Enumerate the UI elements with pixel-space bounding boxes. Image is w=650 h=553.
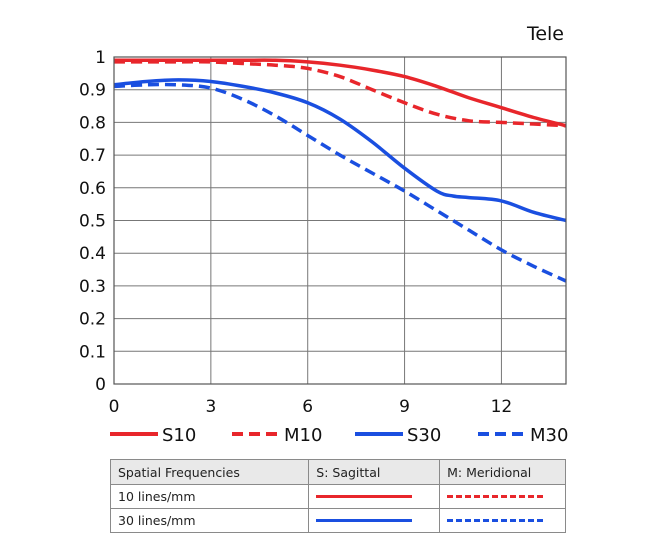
- legend-label: S30: [407, 425, 441, 446]
- y-tick-label: 1: [95, 48, 106, 68]
- x-tick-label: 9: [399, 397, 410, 417]
- sagittal-10-swatch: [316, 495, 413, 498]
- key-row-label: 30 lines/mm: [109, 508, 310, 533]
- header-spatial-frequencies: Spatial Frequencies: [109, 459, 310, 485]
- y-tick-label: 0.4: [79, 244, 106, 264]
- y-tick-label: 0: [95, 375, 106, 395]
- series-line-s10: [113, 58, 567, 128]
- y-tick-label: 0.7: [79, 146, 106, 166]
- series-line-m10: [113, 60, 567, 128]
- meridional-30-swatch: [447, 519, 544, 522]
- y-tick-label: 0.5: [79, 212, 106, 232]
- legend-label: M30: [530, 425, 568, 446]
- meridional-10-swatch: [447, 495, 544, 498]
- mtf-chart: 0 0.1 0.2 0.3 0.4 0.5 0.6 0.7 0.8 0.9 1 0 3 6 9 12 Tel…: [79, 23, 568, 446]
- y-tick-label: 0.8: [79, 113, 106, 133]
- x-tick-label: 12: [491, 397, 513, 417]
- x-tick-label: 6: [302, 397, 313, 417]
- key-row-10: 10 lines/mm: [109, 484, 566, 509]
- legend-label: M10: [284, 425, 322, 446]
- series-lines: [113, 58, 567, 283]
- chart-title: Tele: [526, 23, 564, 45]
- legend: S10 M10 S30 M30: [110, 425, 568, 446]
- series-line-s30: [113, 78, 567, 223]
- x-tick-labels: 0 3 6 9 12: [109, 397, 513, 417]
- sagittal-30-swatch: [316, 519, 413, 522]
- series-line-m30: [113, 82, 567, 283]
- legend-item-m10: M10: [232, 425, 322, 446]
- y-tick-label: 0.9: [79, 81, 106, 101]
- header-sagittal: S: Sagittal: [308, 459, 441, 485]
- legend-item-m30: M30: [478, 425, 568, 446]
- x-tick-label: 0: [109, 397, 120, 417]
- y-tick-label: 0.6: [79, 179, 106, 199]
- legend-item-s10: S10: [110, 425, 196, 446]
- y-tick-labels: 0 0.1 0.2 0.3 0.4 0.5 0.6 0.7 0.8 0.9 1: [79, 48, 106, 395]
- y-tick-label: 0.3: [79, 277, 106, 297]
- y-tick-label: 0.2: [79, 310, 106, 330]
- y-tick-label: 0.1: [79, 342, 106, 362]
- header-meridional: M: Meridional: [439, 459, 566, 485]
- frequency-key-table: Spatial Frequencies S: Sagittal M: Merid…: [109, 459, 566, 533]
- key-table-header: Spatial Frequencies S: Sagittal M: Merid…: [109, 459, 566, 485]
- legend-item-s30: S30: [355, 425, 441, 446]
- plot-frame: [113, 56, 567, 385]
- legend-label: S10: [162, 425, 196, 446]
- x-tick-label: 3: [205, 397, 216, 417]
- key-row-30: 30 lines/mm: [109, 508, 566, 533]
- key-row-label: 10 lines/mm: [109, 484, 310, 509]
